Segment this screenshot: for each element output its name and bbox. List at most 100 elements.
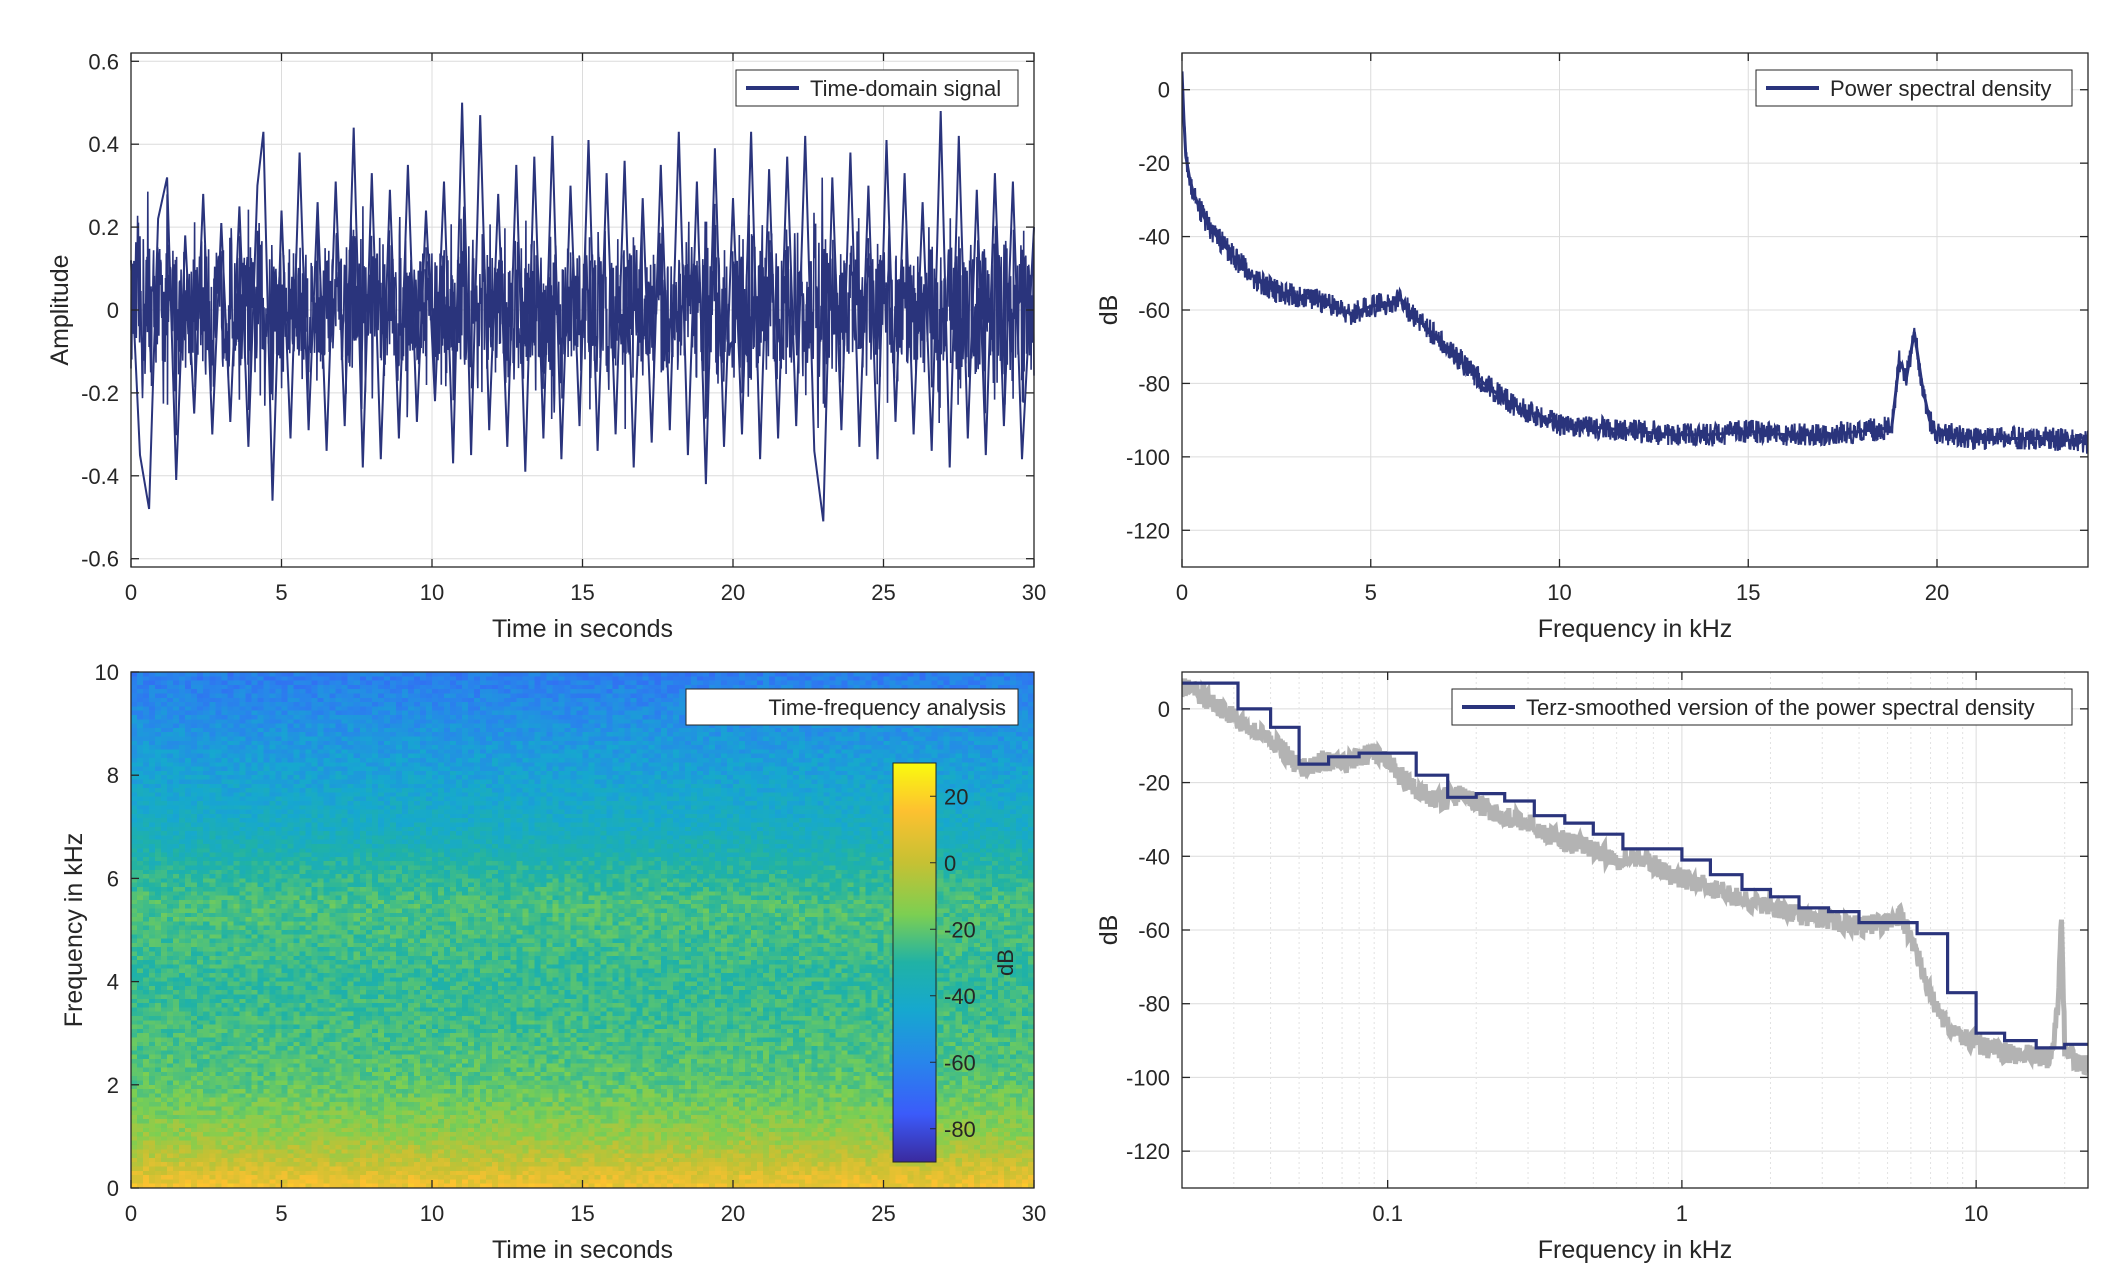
heatmap-cell xyxy=(173,710,180,716)
heatmap-cell xyxy=(227,684,234,690)
heatmap-cell xyxy=(751,672,758,677)
heatmap-cell xyxy=(413,788,421,793)
heatmap-cell xyxy=(161,732,168,738)
heatmap-cell xyxy=(630,684,638,690)
heatmap-cell xyxy=(925,745,933,750)
heatmap-cell xyxy=(450,710,457,716)
heatmap-cell xyxy=(672,702,680,707)
heatmap-cell xyxy=(311,736,319,742)
heatmap-cell xyxy=(582,710,590,716)
heatmap-cell xyxy=(570,740,578,746)
heatmap-cell xyxy=(468,710,475,716)
heatmap-cell xyxy=(413,732,421,738)
heatmap-cell xyxy=(215,779,222,785)
heatmap-cell xyxy=(829,676,836,682)
heatmap-cell xyxy=(185,680,192,686)
heatmap-cell xyxy=(137,779,144,785)
heatmap-cell xyxy=(967,805,975,811)
heatmap-cell xyxy=(389,693,397,699)
heatmap-cell xyxy=(817,788,824,793)
heatmap-cell xyxy=(281,676,289,682)
heatmap-cell xyxy=(377,715,385,720)
heatmap-cell xyxy=(829,684,836,690)
heatmap-cell xyxy=(269,723,277,729)
heatmap-cell xyxy=(281,749,289,755)
heatmap-cell xyxy=(347,702,355,707)
heatmap-cell xyxy=(606,732,614,738)
heatmap-cell xyxy=(739,775,746,781)
heatmap-cell xyxy=(955,783,963,789)
heatmap-cell xyxy=(576,801,584,806)
heatmap-cell xyxy=(516,770,523,776)
heatmap-cell xyxy=(865,732,873,738)
heatmap-cell xyxy=(161,715,168,720)
heatmap-cell xyxy=(624,745,632,750)
heatmap-cell xyxy=(456,723,463,729)
heatmap-cell xyxy=(889,676,897,682)
heatmap-cell xyxy=(612,706,620,712)
heatmap-cell xyxy=(763,796,770,802)
heatmap-cell xyxy=(239,706,246,712)
heatmap-cell xyxy=(299,732,307,738)
heatmap-cell xyxy=(383,745,391,750)
heatmap-cell xyxy=(299,801,307,806)
heatmap-cell xyxy=(648,680,656,686)
heatmap-cell xyxy=(155,693,162,699)
heatmap-cell xyxy=(419,792,427,798)
heatmap-cell xyxy=(642,715,650,720)
heatmap-cell xyxy=(642,766,650,772)
heatmap-cell xyxy=(871,796,879,802)
heatmap-cell xyxy=(1027,775,1035,781)
heatmap-cell xyxy=(967,753,975,759)
heatmap-cell xyxy=(486,805,493,811)
heatmap-cell xyxy=(444,702,451,707)
heatmap-cell xyxy=(167,706,174,712)
heatmap-cell xyxy=(401,719,409,725)
heatmap-cell xyxy=(865,749,873,755)
heatmap-cell xyxy=(865,727,873,733)
heatmap-cell xyxy=(805,732,812,738)
heatmap-cell xyxy=(371,710,379,716)
heatmap-cell xyxy=(143,702,150,707)
heatmap-cell xyxy=(498,723,505,729)
heatmap-cell xyxy=(257,779,265,785)
heatmap-cell xyxy=(335,745,343,750)
heatmap-cell xyxy=(191,684,198,690)
heatmap-cell xyxy=(919,745,927,750)
heatmap-cell xyxy=(215,796,222,802)
heatmap-cell xyxy=(287,715,295,720)
heatmap-cell xyxy=(745,684,752,690)
heatmap-cell xyxy=(757,732,764,738)
heatmap-cell xyxy=(407,706,415,712)
heatmap-cell xyxy=(197,689,204,695)
heatmap-cell xyxy=(504,766,511,772)
heatmap-cell xyxy=(1027,758,1035,763)
heatmap-cell xyxy=(462,770,469,776)
heatmap-cell xyxy=(425,775,433,781)
heatmap-cell xyxy=(769,758,776,763)
heatmap-cell xyxy=(961,745,969,750)
heatmap-cell xyxy=(486,697,493,703)
heatmap-cell xyxy=(648,689,656,695)
heatmap-cell xyxy=(353,680,361,686)
heatmap-cell xyxy=(991,796,999,802)
heatmap-cell xyxy=(395,689,403,695)
heatmap-cell xyxy=(534,723,541,729)
heatmap-cell xyxy=(739,749,746,755)
heatmap-cell xyxy=(606,762,614,768)
heatmap-cell xyxy=(865,775,873,781)
heatmap-cell xyxy=(492,736,499,742)
heatmap-cell xyxy=(660,770,668,776)
heatmap-cell xyxy=(468,788,475,793)
heatmap-cell xyxy=(143,706,150,712)
heatmap-cell xyxy=(931,684,939,690)
heatmap-cell xyxy=(582,723,590,729)
heatmap-cell xyxy=(931,758,939,763)
heatmap-cell xyxy=(949,779,957,785)
heatmap-cell xyxy=(1009,783,1017,789)
heatmap-cell xyxy=(997,762,1005,768)
heatmap-cell xyxy=(143,715,150,720)
heatmap-cell xyxy=(329,770,337,776)
heatmap-cell xyxy=(161,758,168,763)
heatmap-cell xyxy=(606,706,614,712)
